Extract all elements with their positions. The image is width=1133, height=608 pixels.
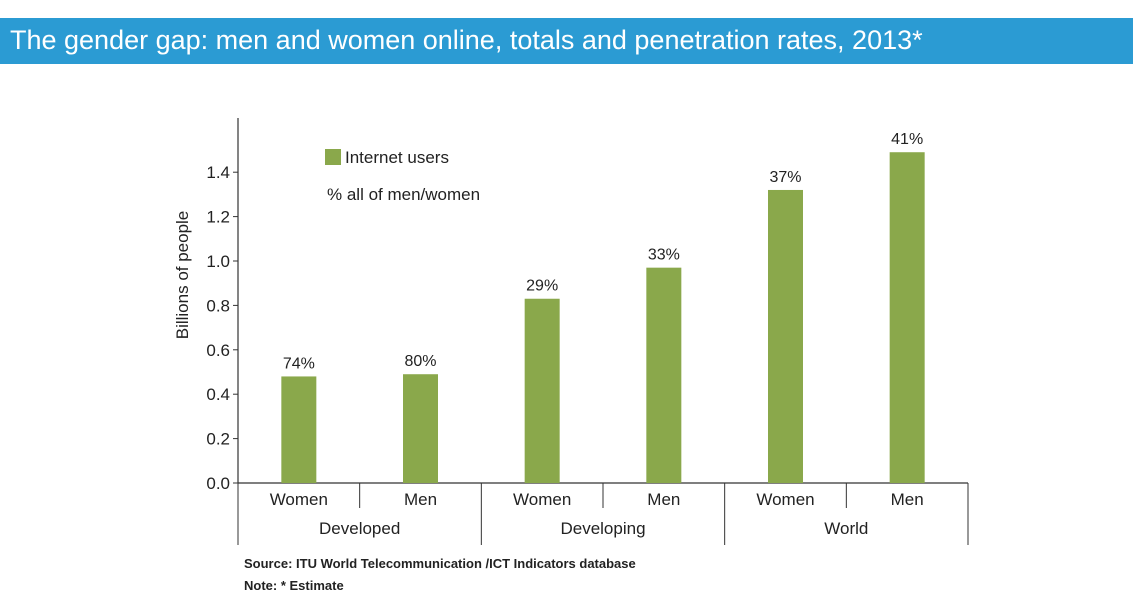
- estimate-note: Note: * Estimate: [244, 578, 344, 593]
- source-note: Source: ITU World Telecommunication /ICT…: [244, 556, 636, 571]
- y-tick-label: 0.6: [206, 341, 230, 360]
- x-tick-label: Women: [270, 490, 328, 509]
- x-tick-label: Women: [513, 490, 571, 509]
- group-label: World: [824, 519, 868, 538]
- data-label: 41%: [891, 131, 923, 148]
- legend-note: % all of men/women: [327, 185, 480, 204]
- legend-label: Internet users: [345, 148, 449, 167]
- bar: [281, 376, 317, 483]
- x-tick-label: Men: [891, 490, 924, 509]
- y-tick-label: 1.2: [206, 208, 230, 227]
- x-tick-label: Men: [647, 490, 680, 509]
- group-label: Developing: [560, 519, 645, 538]
- y-tick-label: 0.2: [206, 430, 230, 449]
- bar: [524, 298, 560, 483]
- x-tick-label: Men: [404, 490, 437, 509]
- data-label: 37%: [769, 169, 801, 186]
- data-label: 29%: [526, 278, 558, 295]
- x-tick-label: Women: [756, 490, 814, 509]
- data-label: 33%: [648, 247, 680, 264]
- y-axis-label: Billions of people: [173, 211, 192, 340]
- y-tick-label: 1.0: [206, 252, 230, 271]
- bar: [889, 152, 925, 483]
- page-title: The gender gap: men and women online, to…: [10, 25, 923, 55]
- data-label: 74%: [283, 355, 315, 372]
- bar: [646, 267, 682, 483]
- y-tick-label: 0.4: [206, 385, 230, 404]
- y-tick-label: 1.4: [206, 163, 230, 182]
- y-tick-label: 0.8: [206, 296, 230, 315]
- y-tick-label: 0.0: [206, 474, 230, 493]
- legend-swatch: [325, 149, 341, 165]
- bar: [403, 374, 438, 483]
- bar: [768, 189, 803, 483]
- data-label: 80%: [404, 353, 436, 370]
- title-bar: The gender gap: men and women online, to…: [0, 18, 1133, 64]
- group-label: Developed: [319, 519, 400, 538]
